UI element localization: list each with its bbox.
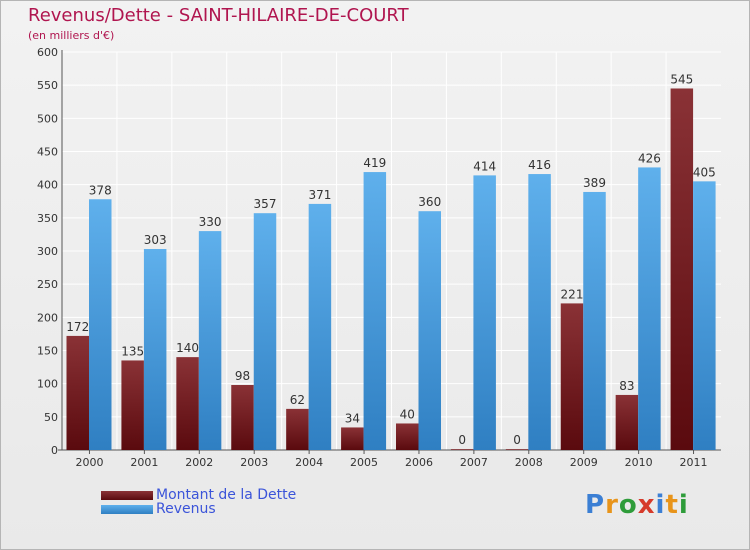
y-tick-label: 50 <box>44 411 58 424</box>
y-tick-label: 250 <box>37 278 58 291</box>
data-label-revenus-2008: 416 <box>528 158 551 172</box>
legend-item-dette: Montant de la Dette <box>101 487 296 503</box>
bar-revenus-2000 <box>89 199 112 450</box>
data-label-dette-2008: 0 <box>513 433 521 447</box>
logo-letter: x <box>637 490 656 520</box>
data-label-revenus-2007: 414 <box>473 159 496 173</box>
logo-letter: P <box>585 490 606 520</box>
y-tick-label: 550 <box>37 79 58 92</box>
bar-dette-2004 <box>286 408 309 450</box>
x-tick-label: 2010 <box>625 456 653 469</box>
data-label-dette-2000: 172 <box>66 320 89 334</box>
bar-dette-2003 <box>231 384 254 450</box>
legend-label-dette: Montant de la Dette <box>156 487 297 503</box>
data-label-dette-2003: 98 <box>235 369 250 383</box>
y-tick-label: 300 <box>37 245 58 258</box>
proxiti-logo: Proxiti <box>585 490 689 520</box>
data-label-revenus-2006: 360 <box>418 195 441 209</box>
x-tick-label: 2003 <box>240 456 268 469</box>
data-label-dette-2006: 40 <box>400 407 415 421</box>
bar-dette-2005 <box>341 427 364 450</box>
legend-item-revenus: Revenus <box>101 501 216 517</box>
x-tick-label: 2007 <box>460 456 488 469</box>
y-tick-label: 150 <box>37 345 58 358</box>
bar-revenus-2010 <box>638 167 661 451</box>
data-label-revenus-2001: 303 <box>144 233 167 247</box>
bar-dette-2010 <box>615 394 639 450</box>
legend-swatch-revenus <box>101 504 153 514</box>
y-tick-label: 400 <box>37 179 58 192</box>
y-tick-label: 450 <box>37 146 58 159</box>
chart-title: Revenus/Dette - SAINT-HILAIRE-DE-COURT <box>28 5 409 26</box>
bar-revenus-2002 <box>198 231 222 450</box>
x-tick-label: 2004 <box>295 456 323 469</box>
y-tick-label: 600 <box>37 46 58 59</box>
data-label-dette-2009: 221 <box>561 287 584 301</box>
bar-revenus-2005 <box>363 172 387 450</box>
bar-dette-2011 <box>670 88 694 450</box>
data-label-dette-2005: 34 <box>345 411 360 425</box>
bar-revenus-2004 <box>308 203 332 450</box>
logo-letter: i <box>655 490 666 520</box>
x-tick-label: 2009 <box>570 456 598 469</box>
data-label-dette-2007: 0 <box>458 433 466 447</box>
data-label-revenus-2000: 378 <box>89 183 112 197</box>
y-tick-label: 0 <box>51 444 58 457</box>
y-tick-label: 100 <box>37 378 58 391</box>
bars <box>66 88 716 451</box>
bar-revenus-2008 <box>528 174 551 450</box>
bar-revenus-2006 <box>418 211 441 450</box>
x-tick-label: 2006 <box>405 456 433 469</box>
bar-revenus-2001 <box>143 249 167 450</box>
bar-revenus-2011 <box>693 181 716 450</box>
x-tick-label: 2001 <box>130 456 158 469</box>
y-tick-label: 350 <box>37 212 58 225</box>
bar-dette-2009 <box>560 303 584 450</box>
data-label-revenus-2009: 389 <box>583 176 606 190</box>
data-label-revenus-2002: 330 <box>199 215 222 229</box>
x-tick-label: 2000 <box>75 456 103 469</box>
data-labels: 172 378 135 303 140 330 98 357 62 371 34 419 40 360 0 4… <box>66 72 715 447</box>
bar-revenus-2007 <box>473 175 496 450</box>
x-tick-label: 2011 <box>680 456 708 469</box>
bar-dette-2006 <box>396 423 419 450</box>
x-tick-label: 2005 <box>350 456 378 469</box>
bar-dette-2008 <box>505 449 529 450</box>
legend-swatch-dette <box>101 490 153 500</box>
data-label-dette-2011: 545 <box>670 72 693 86</box>
y-tick-label: 200 <box>37 311 58 324</box>
chart-subtitle: (en milliers d'€) <box>28 29 115 42</box>
data-label-revenus-2004: 371 <box>308 188 331 202</box>
legend-label-revenus: Revenus <box>156 501 216 517</box>
data-label-revenus-2005: 419 <box>363 156 386 170</box>
bar-dette-2002 <box>176 357 199 450</box>
y-tick-label: 500 <box>37 112 58 125</box>
data-label-dette-2002: 140 <box>176 341 199 355</box>
x-tick-label: 2002 <box>185 456 213 469</box>
data-label-dette-2001: 135 <box>121 344 144 358</box>
logo-letter: t <box>665 490 679 520</box>
data-label-revenus-2011: 405 <box>693 165 716 179</box>
data-label-revenus-2010: 426 <box>638 151 661 165</box>
gridlines <box>62 51 721 450</box>
x-tick-label: 2008 <box>515 456 543 469</box>
data-label-dette-2004: 62 <box>290 393 305 407</box>
data-label-dette-2010: 83 <box>619 379 634 393</box>
bar-dette-2001 <box>121 360 144 450</box>
bar-dette-2007 <box>450 449 474 450</box>
bar-dette-2000 <box>66 335 89 450</box>
bar-revenus-2009 <box>583 191 606 451</box>
bar-revenus-2003 <box>253 213 277 450</box>
data-label-revenus-2003: 357 <box>254 197 277 211</box>
logo-letter: r <box>605 490 619 520</box>
logo-letter: o <box>618 490 638 520</box>
axes: 0501001502002503003504004505005506002000… <box>37 46 721 469</box>
logo-letter: i <box>678 490 689 520</box>
